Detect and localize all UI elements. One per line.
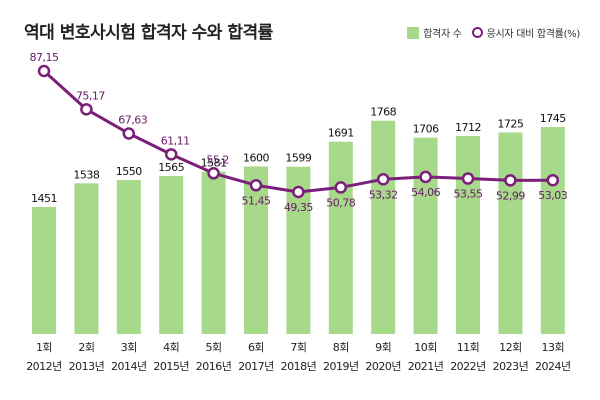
x-year-label-7: 2018년 xyxy=(281,360,317,373)
x-year-label-3: 2014년 xyxy=(111,360,147,373)
rate-point-3 xyxy=(122,127,136,140)
x-tick-label-11: 11회 xyxy=(457,341,480,354)
bar-value-label-7: 1599 xyxy=(285,152,311,165)
x-year-label-13: 2024년 xyxy=(535,360,571,373)
x-tick-label-7: 7회 xyxy=(290,341,306,354)
bar-2 xyxy=(74,183,99,334)
x-year-label-8: 2019년 xyxy=(323,360,359,373)
rate-value-label-13: 53,03 xyxy=(538,189,567,202)
x-year-label-11: 2022년 xyxy=(450,360,486,373)
rate-value-label-8: 50,78 xyxy=(326,196,355,209)
rate-point-12 xyxy=(504,174,517,187)
x-tick-label-13: 13회 xyxy=(541,341,564,354)
legend-item-bar: 합격자 수 xyxy=(407,25,462,40)
bar-11 xyxy=(456,135,480,334)
bar-9 xyxy=(371,120,396,335)
rate-value-label-2: 75,17 xyxy=(76,89,105,102)
rate-value-label-10: 54,06 xyxy=(411,186,440,199)
bar-1 xyxy=(32,207,56,334)
legend-line-label: 응시자 대비 합격률(%) xyxy=(486,29,581,40)
x-year-label-2: 2013년 xyxy=(69,360,105,373)
rate-point-13 xyxy=(546,173,560,187)
bar-13 xyxy=(540,127,565,334)
rate-value-labels: 87,15 75,17 67,63 61,11 55,2 51,45 49,35 50,78 5… xyxy=(30,51,569,214)
bar-12 xyxy=(498,132,523,334)
rate-point-4 xyxy=(164,148,178,161)
bar-value-label-2: 1538 xyxy=(73,168,99,181)
x-year-label-12: 2023년 xyxy=(493,360,529,373)
x-tick-label-9: 9회 xyxy=(375,341,391,354)
x-year-label-6: 2017년 xyxy=(238,360,274,373)
bar-value-label-6: 1600 xyxy=(243,151,269,164)
rate-series xyxy=(37,64,560,199)
rate-point-5 xyxy=(207,167,220,180)
rate-point-2 xyxy=(80,103,93,116)
rate-point-6 xyxy=(249,179,263,192)
rate-point-7 xyxy=(292,185,305,199)
rate-point-8 xyxy=(334,181,348,194)
rate-value-label-12: 52,99 xyxy=(496,189,525,202)
chart-legend: 합격자 수 응시자 대비 합격률(%) xyxy=(407,25,580,40)
legend-bar-swatch xyxy=(407,26,420,39)
chart-title: 역대 변호사시험 합격자 수와 합격률 xyxy=(24,23,273,43)
rate-point-10 xyxy=(419,170,432,184)
bar-3 xyxy=(116,180,141,334)
rate-point-9 xyxy=(376,173,390,186)
bar-value-label-13: 1745 xyxy=(540,112,566,125)
legend-item-line: 응시자 대비 합격률(%) xyxy=(471,25,581,40)
x-tick-label-3: 3회 xyxy=(121,341,137,354)
rate-point-1 xyxy=(37,64,51,78)
rate-value-label-7: 49,35 xyxy=(284,201,313,214)
bar-6 xyxy=(244,166,268,334)
x-year-label-1: 2012년 xyxy=(26,360,62,373)
x-tick-label-12: 12회 xyxy=(499,341,522,354)
rate-point-11 xyxy=(461,172,475,185)
rate-value-label-9: 53,32 xyxy=(369,188,398,201)
rate-value-label-11: 53,55 xyxy=(454,188,483,201)
x-tick-label-2: 2회 xyxy=(78,341,94,354)
x-year-label-9: 2020년 xyxy=(365,360,401,373)
rate-value-label-3: 67,63 xyxy=(118,113,147,126)
bar-10 xyxy=(413,137,438,334)
bar-value-label-1: 1451 xyxy=(31,192,57,205)
x-year-label-10: 2021년 xyxy=(408,360,444,373)
bar-series xyxy=(32,120,565,335)
bar-value-label-4: 1565 xyxy=(158,161,184,174)
x-tick-label-1: 1회 xyxy=(36,341,52,354)
legend-bar-label: 합격자 수 xyxy=(423,29,462,40)
bar-value-label-5: 1581 xyxy=(201,157,227,170)
bar-value-label-10: 1706 xyxy=(413,123,439,136)
bar-value-label-9: 1768 xyxy=(370,106,396,119)
bar-value-label-12: 1725 xyxy=(497,117,523,130)
x-tick-label-8: 8회 xyxy=(333,341,349,354)
x-axis-labels: 1회 2012년 2회 2013년 3회 2014년 4회 2015년 5회 2016년 6회 201… xyxy=(26,341,571,373)
x-tick-label-10: 10회 xyxy=(414,341,437,354)
bar-5 xyxy=(201,171,226,334)
x-tick-label-5: 5회 xyxy=(206,341,222,354)
bar-value-label-11: 1712 xyxy=(455,121,481,134)
x-tick-label-6: 6회 xyxy=(248,341,264,354)
bar-value-label-3: 1550 xyxy=(116,165,142,178)
legend-line-swatch xyxy=(471,27,483,38)
x-year-label-5: 2016년 xyxy=(196,360,232,373)
x-tick-label-4: 4회 xyxy=(163,341,179,354)
bar-4 xyxy=(159,175,184,334)
bar-value-labels: 1451 1538 1550 1565 1581 1600 1599 1691 1768 1706… xyxy=(31,106,567,205)
rate-value-label-6: 51,45 xyxy=(242,194,271,207)
rate-value-label-4: 61,11 xyxy=(161,134,190,147)
bar-value-label-8: 1691 xyxy=(328,127,354,140)
x-year-label-4: 2015년 xyxy=(153,360,189,373)
bar-8 xyxy=(328,141,353,334)
rate-value-label-1: 87,15 xyxy=(30,51,59,64)
rate-value-label-5: 55,2 xyxy=(206,153,229,166)
